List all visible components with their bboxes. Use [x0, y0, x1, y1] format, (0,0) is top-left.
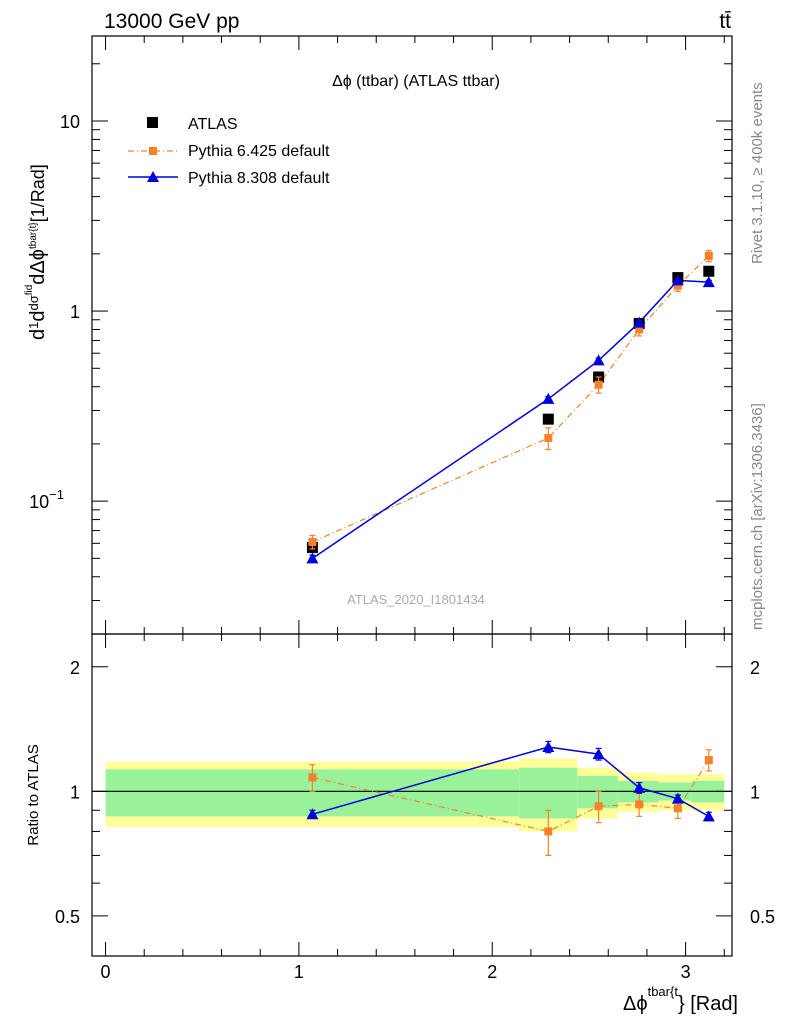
- x-axis-label-sup: tbar{t: [648, 984, 679, 999]
- ratio-plot-area: [92, 740, 732, 857]
- svg-text:d1ddσfiddΔϕtbar{t}[1/Rad]: d1ddσfiddΔϕtbar{t}[1/Rad]: [24, 164, 49, 340]
- legend-pythia8-marker: [147, 171, 159, 182]
- ratio-y-tick-label-left: 0.5: [55, 907, 80, 927]
- main-y-ticks: 10 1 10−1: [29, 63, 732, 635]
- legend: ATLAS Pythia 6.425 default Pythia 8.308 …: [128, 116, 330, 187]
- x-tick-label: 3: [681, 962, 691, 982]
- ratio-frame: [91, 633, 733, 957]
- main-y-tick-label: 1: [70, 302, 80, 322]
- pythia8-ratio-point: [633, 781, 646, 793]
- legend-atlas-label: ATLAS: [188, 116, 238, 133]
- svg-text:Δϕtbar{t} [Rad]: Δϕtbar{t} [Rad]: [623, 984, 738, 1015]
- atlas-point: [703, 265, 715, 277]
- pythia6-ratio-point: [594, 802, 603, 811]
- pythia8-ratio-point: [671, 792, 684, 804]
- atlas-point: [542, 413, 554, 425]
- x-tick-label: 0: [101, 962, 111, 982]
- ratio-y-tick-label-left: 1: [70, 782, 80, 802]
- pythia6-point: [635, 325, 644, 334]
- analysis-id-label: ATLAS_2020_I1801434: [347, 592, 485, 607]
- main-y-tick-label: 10−1: [29, 487, 64, 512]
- pythia6-point: [673, 281, 682, 290]
- pythia8-ratio-point: [592, 748, 605, 760]
- main-y-tick-label: 10: [60, 112, 80, 132]
- pythia6-ratio-point: [673, 804, 682, 813]
- energy-label: 13000 GeV pp: [104, 10, 239, 33]
- main-plot-area: [306, 250, 715, 564]
- pythia6-ratio-point: [635, 800, 644, 809]
- x-axis-label: Δϕtbar{t} [Rad]: [623, 984, 738, 1015]
- mcplots-label: mcplots.cern.ch [arXiv:1306.3436]: [749, 403, 766, 630]
- plot-title: Δϕ (ttbar) (ATLAS ttbar): [332, 73, 500, 90]
- ratio-panel: 2 2 1 1 0.5 0.5 Ratio to ATLAS: [25, 633, 775, 957]
- legend-pythia6-label: Pythia 6.425 default: [188, 143, 330, 160]
- x-tick-label: 2: [487, 962, 497, 982]
- pythia8-ratio-line: [312, 746, 710, 818]
- pythia6-point: [704, 251, 713, 260]
- pythia8-point: [542, 392, 555, 404]
- ratio-y-tick-label-right: 2: [750, 658, 760, 678]
- legend-pythia6-marker: [149, 147, 157, 155]
- ratio-y-tick-label-right: 0.5: [750, 907, 775, 927]
- process-label: tt̄: [719, 10, 731, 33]
- pythia8-ratio-point: [306, 808, 319, 820]
- pythia6-point: [308, 537, 317, 546]
- pythia8-point: [592, 354, 605, 366]
- pythia6-ratio-point: [544, 827, 553, 836]
- legend-pythia8-label: Pythia 8.308 default: [188, 170, 330, 187]
- rivet-version-label: Rivet 3.1.10, ≥ 400k events: [749, 82, 766, 264]
- pythia8-point: [633, 316, 646, 328]
- pythia6-point: [594, 380, 603, 389]
- pythia6-point: [544, 433, 553, 442]
- main-y-axis-label-text: d: [27, 329, 49, 340]
- x-axis-label-tail: } [Rad]: [678, 993, 738, 1015]
- pythia6-ratio-point: [704, 756, 713, 765]
- main-panel: 10 1 10−1 Δϕ (ttbar) (ATLAS ttbar) ATLAS_2…: [24, 35, 733, 635]
- pythia8-point: [306, 552, 319, 564]
- pythia8-ratio-point: [702, 810, 715, 822]
- x-axis-ticks: 0 1 2 3: [101, 36, 725, 982]
- pythia8-point: [702, 276, 715, 288]
- legend-atlas-marker: [147, 117, 158, 128]
- ratio-y-tick-label-left: 2: [70, 658, 80, 678]
- x-axis-label-main: Δϕ: [623, 993, 648, 1015]
- pythia8-line: [312, 279, 709, 559]
- main-y-axis-label: d1ddσfiddΔϕtbar{t}[1/Rad]: [24, 164, 49, 340]
- pythia6-ratio-point: [308, 773, 317, 782]
- pythia8-point: [671, 274, 684, 286]
- pythia8-ratio-point: [542, 740, 555, 752]
- ratio-y-ticks: 2 2 1 1 0.5 0.5: [55, 658, 775, 957]
- pythia6-line: [312, 255, 710, 543]
- x-tick-label: 1: [294, 962, 304, 982]
- ratio-y-axis-label: Ratio to ATLAS: [25, 744, 42, 845]
- ratio-y-tick-label-right: 1: [750, 782, 760, 802]
